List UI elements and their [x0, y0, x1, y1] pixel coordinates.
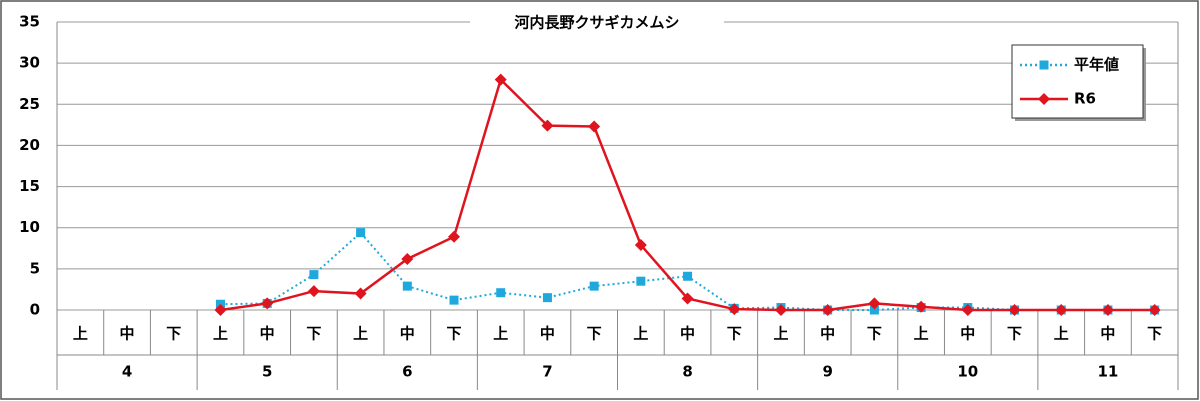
- y-tick-label: 5: [30, 259, 40, 277]
- data-point: [496, 288, 506, 298]
- y-tick-label: 35: [19, 13, 40, 31]
- legend-marker: [1038, 93, 1050, 105]
- x-tick-label: 上: [493, 325, 508, 343]
- data-point: [868, 297, 881, 310]
- data-point: [494, 73, 507, 86]
- data-point: [636, 276, 646, 286]
- data-point: [1101, 304, 1114, 316]
- data-point: [309, 270, 319, 280]
- x-tick-label: 上: [353, 325, 368, 343]
- x-tick-label: 下: [166, 325, 181, 343]
- data-point: [261, 297, 274, 310]
- x-tick-label: 中: [1100, 325, 1115, 343]
- data-point: [542, 293, 552, 303]
- data-point: [1008, 304, 1021, 316]
- data-point: [915, 300, 928, 313]
- x-tick-label: 上: [633, 325, 648, 343]
- data-point: [356, 228, 366, 238]
- data-point: [449, 295, 459, 305]
- data-point: [1148, 304, 1161, 316]
- data-point: [448, 230, 461, 243]
- x-group-label: 9: [822, 363, 832, 381]
- data-point: [589, 281, 599, 291]
- data-point: [402, 281, 412, 291]
- x-group-label: 6: [402, 363, 412, 381]
- x-tick-label: 下: [587, 325, 602, 343]
- data-point: [681, 292, 694, 305]
- x-group-label: 7: [542, 363, 552, 381]
- x-tick-label: 下: [727, 325, 742, 343]
- y-tick-label: 25: [19, 95, 40, 113]
- x-axis: 0 5 10 15 20 25 30 35 上 中 下 上 中 下 上 中 下 上 中 下 上 中 下 上 中 下 上 中 下 上 中 下 4 5…: [19, 13, 1179, 390]
- data-point: [728, 303, 741, 316]
- x-tick-label: 下: [1147, 325, 1162, 343]
- x-tick-label: 中: [960, 325, 975, 343]
- legend-label: R6: [1074, 90, 1096, 108]
- x-tick-label: 下: [447, 325, 462, 343]
- x-tick-label: 上: [1054, 325, 1069, 343]
- x-group-label: 5: [262, 363, 272, 381]
- x-group-label: 4: [122, 363, 132, 381]
- data-point: [634, 238, 647, 251]
- x-tick-label: 上: [914, 325, 929, 343]
- data-point: [961, 304, 974, 316]
- x-tick-label: 上: [773, 325, 788, 343]
- x-tick-label: 中: [540, 325, 555, 343]
- x-tick-label: 中: [820, 325, 835, 343]
- x-tick-label: 中: [120, 325, 135, 343]
- x-group-label: 8: [682, 363, 692, 381]
- data-point: [588, 120, 601, 133]
- x-tick-label: 中: [260, 325, 275, 343]
- data-point: [774, 304, 787, 316]
- chart-title: 河内長野クサギカメムシ: [514, 14, 679, 32]
- x-group-label: 11: [1098, 363, 1119, 381]
- x-tick-label: 下: [1007, 325, 1022, 343]
- data-point: [307, 285, 320, 298]
- legend-label: 平年値: [1074, 56, 1119, 74]
- title-box: [470, 11, 724, 35]
- legend-box: [1011, 44, 1144, 119]
- x-tick-label: 上: [213, 325, 228, 343]
- x-group-label: 10: [957, 363, 978, 381]
- data-point: [1055, 304, 1068, 316]
- y-tick-label: 30: [19, 54, 40, 72]
- legend: 平年値 R6: [1011, 44, 1146, 121]
- x-tick-label: 中: [400, 325, 415, 343]
- data-point: [683, 271, 693, 281]
- data-point: [869, 305, 879, 315]
- x-tick-label: 下: [867, 325, 882, 343]
- y-tick-label: 0: [30, 301, 40, 319]
- legend-marker: [1039, 60, 1049, 70]
- data-point: [821, 304, 834, 316]
- data-point: [401, 252, 414, 265]
- data-point: [541, 119, 554, 132]
- x-tick-label: 中: [680, 325, 695, 343]
- plot: [214, 73, 1161, 316]
- data-point: [354, 287, 367, 300]
- x-tick-label: 下: [306, 325, 321, 343]
- y-tick-label: 20: [19, 136, 40, 154]
- y-tick-label: 15: [19, 177, 40, 195]
- y-tick-label: 10: [19, 218, 40, 236]
- data-point: [214, 304, 227, 316]
- x-tick-label: 上: [73, 325, 88, 343]
